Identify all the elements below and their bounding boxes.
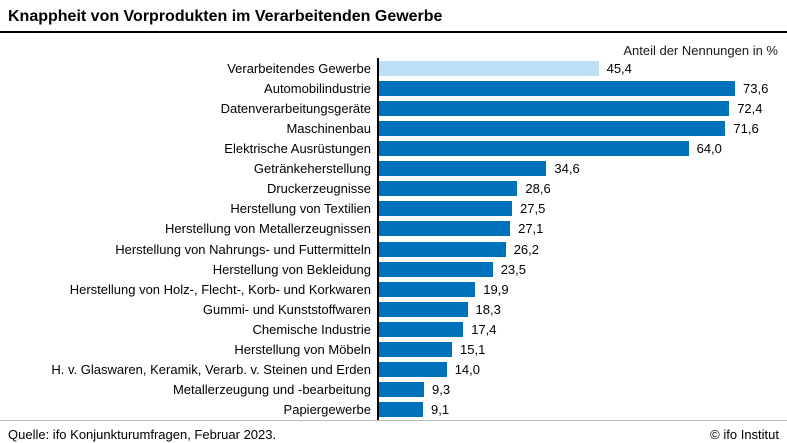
bar-cell: 71,6: [377, 118, 787, 139]
value-label: 19,9: [483, 281, 509, 297]
value-label: 27,5: [520, 201, 546, 217]
category-label: Herstellung von Metallerzeugnissen: [165, 221, 371, 237]
bar: [379, 80, 735, 96]
category-label: Getränkeherstellung: [253, 161, 371, 177]
category-label: H. v. Glaswaren, Keramik, Verarb. v. Ste…: [51, 362, 371, 378]
bar: [379, 342, 452, 358]
bar: [379, 181, 518, 197]
value-label: 28,6: [525, 181, 551, 197]
bar-cell: 27,1: [377, 218, 787, 239]
category-label: Verarbeitendes Gewerbe: [227, 60, 371, 76]
chart-row: Herstellung von Möbeln 15,1: [0, 339, 787, 360]
footer-divider: [0, 420, 787, 421]
category-label: Herstellung von Bekleidung: [212, 261, 371, 277]
bar: [379, 140, 689, 156]
bar-highlight: [379, 60, 599, 76]
bar: [379, 321, 464, 337]
chart-row: Chemische Industrie 17,4: [0, 319, 787, 340]
value-label: 34,6: [554, 161, 580, 177]
bar-cell: 9,3: [377, 379, 787, 400]
value-label: 71,6: [733, 120, 759, 136]
bar-cell: 72,4: [377, 98, 787, 119]
chart-row: Maschinenbau 71,6: [0, 118, 787, 139]
bar: [379, 201, 512, 217]
bar-cell: 73,6: [377, 78, 787, 99]
bar-cell: 34,6: [377, 158, 787, 179]
category-label: Datenverarbeitungsgeräte: [220, 100, 371, 116]
bar: [379, 261, 493, 277]
value-label: 15,1: [460, 342, 486, 358]
bar: [379, 100, 730, 116]
category-label: Automobilindustrie: [264, 80, 371, 96]
value-label: 73,6: [743, 80, 769, 96]
category-label: Chemische Industrie: [252, 321, 372, 337]
value-label: 27,1: [518, 221, 544, 237]
copyright-note: © ifo Institut: [710, 427, 779, 442]
value-label: 45,4: [606, 60, 632, 76]
chart-row: Automobilindustrie 73,6: [0, 78, 787, 99]
bar: [379, 241, 506, 257]
bar: [379, 161, 547, 177]
bar: [379, 301, 468, 317]
bar-cell: 28,6: [377, 178, 787, 199]
value-label: 72,4: [737, 100, 763, 116]
category-label: Maschinenbau: [286, 120, 371, 136]
chart-row: Gummi- und Kunststoffwaren 18,3: [0, 299, 787, 320]
category-label: Elektrische Ausrüstungen: [224, 140, 371, 156]
chart-row: Herstellung von Bekleidung 23,5: [0, 259, 787, 280]
bar-cell: 9,1: [377, 399, 787, 420]
category-label: Herstellung von Nahrungs- und Futtermitt…: [115, 241, 371, 257]
footer: Quelle: ifo Konjunkturumfragen, Februar …: [0, 422, 787, 442]
chart-row: Herstellung von Nahrungs- und Futtermitt…: [0, 238, 787, 260]
chart-row: Datenverarbeitungsgeräte 72,4: [0, 98, 787, 119]
category-label: Gummi- und Kunststoffwaren: [202, 301, 371, 317]
bar: [379, 362, 447, 378]
bar-cell: 19,9: [377, 279, 787, 300]
category-label: Papiergewerbe: [283, 402, 371, 418]
value-label: 18,3: [475, 301, 501, 317]
value-label: 14,0: [454, 362, 480, 378]
bar-cell: 26,2: [377, 238, 787, 260]
bar-cell: 45,4: [377, 58, 787, 79]
category-label: Metallerzeugung und -bearbeitung: [172, 382, 371, 398]
chart-row: Herstellung von Textilien 27,5: [0, 198, 787, 219]
chart-row: Herstellung von Metallerzeugnissen 27,1: [0, 218, 787, 239]
bar-cell: 23,5: [377, 259, 787, 280]
chart-row: Metallerzeugung und -bearbeitung 9,3: [0, 379, 787, 400]
bar: [379, 120, 726, 136]
category-label: Druckerzeugnisse: [266, 181, 371, 197]
chart-row: Druckerzeugnisse 28,6: [0, 178, 787, 199]
value-label: 9,1: [431, 402, 450, 418]
chart-row: Getränkeherstellung 34,6: [0, 158, 787, 179]
bar: [379, 382, 424, 398]
chart-row: Papiergewerbe 9,1: [0, 399, 787, 420]
source-note: Quelle: ifo Konjunkturumfragen, Februar …: [8, 427, 277, 442]
page-title: Knappheit von Vorprodukten im Verarbeite…: [8, 8, 443, 25]
chart-row: Herstellung von Holz-, Flecht-, Korb- un…: [0, 279, 787, 300]
bar-cell: 18,3: [377, 299, 787, 320]
bar-cell: 64,0: [377, 138, 787, 159]
bar-chart: Verarbeitendes Gewerbe 45,4 Automobilindus…: [0, 58, 787, 420]
bar-cell: 17,4: [377, 319, 787, 340]
chart-row: Elektrische Ausrüstungen 64,0: [0, 138, 787, 159]
axis-note: Anteil der Nennungen in %: [623, 43, 778, 58]
value-label: 64,0: [696, 140, 722, 156]
bar: [379, 221, 511, 237]
value-label: 9,3: [432, 382, 451, 398]
value-label: 17,4: [471, 321, 497, 337]
bar: [379, 281, 476, 297]
chart-row: Verarbeitendes Gewerbe 45,4: [0, 58, 787, 79]
bar-cell: 27,5: [377, 198, 787, 219]
category-label: Herstellung von Holz-, Flecht-, Korb- un…: [69, 281, 371, 297]
bar-cell: 14,0: [377, 359, 787, 380]
category-label: Herstellung von Textilien: [230, 201, 371, 217]
title-divider: [0, 31, 787, 33]
value-label: 23,5: [500, 261, 526, 277]
bar-cell: 15,1: [377, 339, 787, 360]
bar: [379, 402, 423, 418]
chart-row: H. v. Glaswaren, Keramik, Verarb. v. Ste…: [0, 359, 787, 380]
category-label: Herstellung von Möbeln: [234, 342, 371, 358]
value-label: 26,2: [513, 241, 539, 257]
